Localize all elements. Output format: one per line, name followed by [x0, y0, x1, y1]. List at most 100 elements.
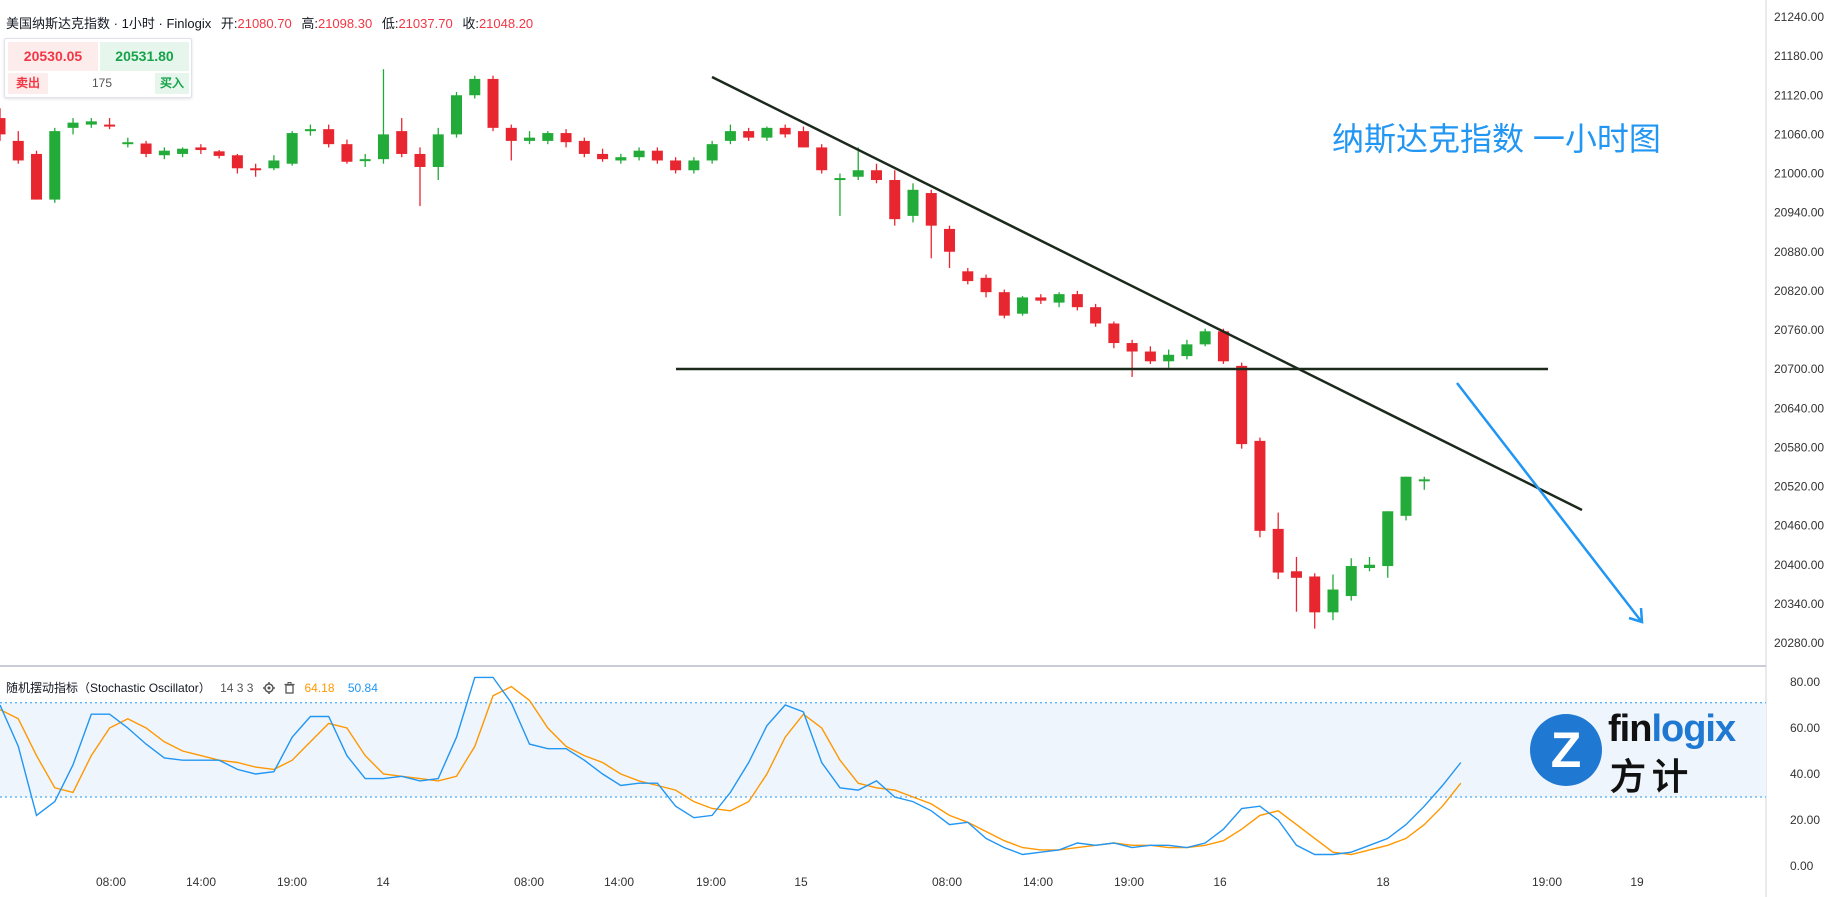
- candle[interactable]: [177, 147, 189, 158]
- d-value: 50.84: [347, 681, 378, 695]
- candle[interactable]: [542, 131, 554, 145]
- candle[interactable]: [304, 124, 316, 136]
- candle[interactable]: [505, 124, 517, 161]
- candle[interactable]: [670, 157, 682, 174]
- candle[interactable]: [597, 148, 609, 162]
- candle[interactable]: [870, 163, 882, 184]
- candle[interactable]: [451, 91, 462, 138]
- candle[interactable]: [633, 147, 645, 161]
- low-value: 21037.70: [398, 16, 453, 31]
- candle[interactable]: [980, 274, 992, 298]
- candle[interactable]: [743, 127, 755, 141]
- candle[interactable]: [1272, 512, 1284, 580]
- candle[interactable]: [1199, 328, 1211, 347]
- sell-price-button[interactable]: 20530.05: [8, 42, 98, 71]
- candle[interactable]: [907, 183, 919, 223]
- forecast-arrow[interactable]: [1456, 382, 1644, 624]
- candle[interactable]: [688, 157, 700, 174]
- candle[interactable]: [432, 127, 444, 181]
- candle[interactable]: [779, 124, 791, 138]
- quantity-input[interactable]: 175: [91, 76, 113, 90]
- candle[interactable]: [1035, 294, 1047, 304]
- candle[interactable]: [1400, 476, 1412, 521]
- candle[interactable]: [560, 129, 572, 148]
- candle[interactable]: [122, 137, 134, 148]
- candle[interactable]: [469, 75, 481, 99]
- candle[interactable]: [85, 118, 97, 128]
- candle[interactable]: [706, 140, 718, 164]
- candle[interactable]: [615, 153, 627, 164]
- candle[interactable]: [1382, 511, 1394, 578]
- k-value: 64.18: [304, 681, 335, 695]
- interval-label[interactable]: 1小时: [121, 16, 155, 31]
- candle[interactable]: [889, 170, 901, 226]
- candle[interactable]: [104, 118, 116, 130]
- candle[interactable]: [250, 163, 262, 177]
- candle[interactable]: [323, 124, 335, 148]
- symbol-name[interactable]: 美国纳斯达克指数: [6, 16, 111, 31]
- candle[interactable]: [158, 147, 170, 160]
- candle[interactable]: [925, 189, 937, 259]
- candle-body: [724, 131, 736, 141]
- candle[interactable]: [852, 147, 864, 181]
- candle[interactable]: [1071, 290, 1083, 311]
- candle[interactable]: [1254, 437, 1266, 538]
- buy-button[interactable]: 买入: [155, 73, 189, 94]
- candle[interactable]: [1309, 573, 1321, 629]
- candle[interactable]: [1144, 346, 1156, 364]
- buy-price-button[interactable]: 20531.80: [100, 42, 189, 71]
- candle[interactable]: [195, 144, 207, 154]
- candle[interactable]: [377, 69, 389, 164]
- candle[interactable]: [341, 139, 353, 164]
- candle[interactable]: [1327, 574, 1339, 621]
- candle[interactable]: [286, 131, 298, 166]
- oscillator-name[interactable]: 随机摆动指标（Stochastic Oscillator）: [6, 681, 211, 695]
- candle[interactable]: [524, 131, 536, 145]
- candle[interactable]: [67, 118, 79, 135]
- candle[interactable]: [213, 150, 225, 159]
- candle[interactable]: [1217, 328, 1229, 364]
- candle[interactable]: [1345, 558, 1357, 601]
- candle[interactable]: [1290, 556, 1302, 612]
- candle[interactable]: [578, 137, 590, 158]
- candle[interactable]: [1126, 339, 1138, 377]
- time-axis-tick: 19:00: [277, 875, 307, 889]
- candle-body: [1345, 566, 1357, 597]
- candle[interactable]: [797, 126, 809, 148]
- candle[interactable]: [49, 127, 61, 203]
- candle[interactable]: [816, 144, 828, 174]
- stoch-d-line[interactable]: [0, 685, 1462, 856]
- candle[interactable]: [724, 124, 736, 145]
- candle[interactable]: [359, 153, 371, 167]
- candle[interactable]: [944, 225, 956, 269]
- candle[interactable]: [1017, 296, 1029, 316]
- candle[interactable]: [414, 147, 426, 207]
- candle[interactable]: [1163, 349, 1175, 368]
- candle[interactable]: [12, 131, 24, 164]
- gear-icon[interactable]: [262, 682, 275, 697]
- candle[interactable]: [834, 173, 846, 216]
- candle[interactable]: [1108, 321, 1120, 349]
- sell-button[interactable]: 卖出: [8, 73, 48, 94]
- candle[interactable]: [1090, 303, 1102, 327]
- candle[interactable]: [231, 153, 243, 174]
- candle[interactable]: [396, 118, 408, 158]
- candle[interactable]: [1364, 556, 1375, 572]
- downtrend-line[interactable]: [711, 75, 1583, 512]
- candle[interactable]: [1053, 292, 1065, 308]
- price-axis-tick: 20760.00: [1774, 323, 1824, 337]
- candle[interactable]: [761, 126, 773, 141]
- candle[interactable]: [268, 155, 280, 171]
- candle[interactable]: [1236, 362, 1248, 449]
- candle[interactable]: [998, 289, 1010, 319]
- stoch-k-line[interactable]: [0, 676, 1462, 856]
- candle[interactable]: [487, 75, 499, 132]
- candle[interactable]: [1181, 339, 1193, 360]
- candle[interactable]: [651, 147, 663, 164]
- trash-icon[interactable]: [284, 682, 295, 697]
- candle[interactable]: [140, 140, 152, 158]
- candle[interactable]: [31, 150, 43, 200]
- candle[interactable]: [1418, 476, 1430, 490]
- candle[interactable]: [0, 108, 6, 141]
- candle[interactable]: [962, 268, 974, 285]
